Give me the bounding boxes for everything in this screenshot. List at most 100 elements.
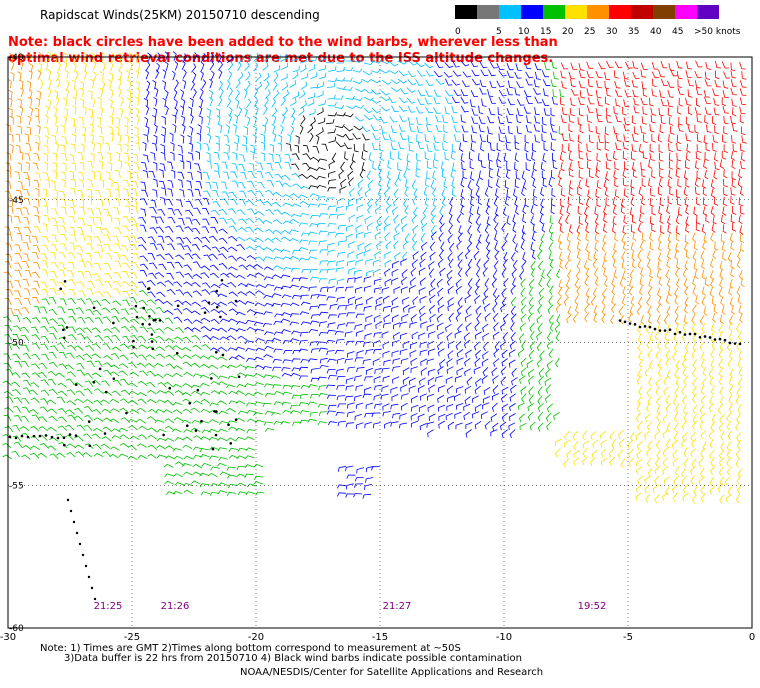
wind-barb [447, 395, 455, 403]
scale-label: 5 [496, 27, 502, 37]
wind-barb [419, 277, 426, 286]
wind-barb [536, 358, 543, 368]
wind-barb [201, 236, 210, 243]
wind-barb [326, 82, 336, 88]
wind-barb [181, 463, 192, 467]
wind-barb [456, 240, 462, 250]
wind-barb [560, 62, 568, 70]
wind-barb [228, 400, 239, 405]
wind-barb [658, 241, 662, 252]
wind-barb [604, 126, 609, 136]
wind-barb [511, 313, 517, 323]
wind-barb [151, 142, 157, 152]
wind-barb [433, 89, 442, 97]
wind-barb [103, 208, 111, 216]
wind-barb [78, 116, 84, 125]
wind-barb [486, 249, 491, 260]
wind-barb [681, 358, 686, 368]
wind-barb [21, 406, 30, 414]
wind-barb [729, 368, 734, 379]
wind-barb [68, 316, 77, 323]
wind-barb [425, 177, 430, 188]
wind-barb [136, 362, 147, 368]
wind-barb [381, 287, 390, 294]
wind-barb [83, 433, 93, 440]
wind-barb [104, 244, 112, 252]
wind-barb [146, 398, 157, 404]
wind-barb [384, 268, 391, 277]
wind-barb [131, 198, 138, 206]
wind-barb [691, 314, 696, 324]
wind-barb [25, 234, 31, 244]
wind-barb [528, 278, 535, 289]
wind-barb [262, 365, 272, 370]
contamination-marker [66, 498, 70, 502]
wind-barb [695, 160, 700, 170]
wind-barb [68, 261, 75, 270]
wind-barb [559, 152, 564, 162]
wind-barb [718, 449, 725, 460]
wind-barb [85, 316, 94, 323]
wind-barb [547, 304, 554, 314]
wind-barb [384, 232, 390, 242]
wind-barb [613, 70, 619, 79]
wind-barb [114, 170, 121, 178]
wind-barb [327, 223, 337, 228]
wind-barb [61, 153, 67, 162]
wind-barb [80, 80, 85, 91]
wind-barb [427, 160, 432, 170]
wind-barb [308, 358, 318, 363]
wind-barb [629, 207, 634, 217]
wind-barb [14, 269, 22, 277]
wind-barb [739, 61, 746, 70]
wind-barb [67, 414, 77, 421]
wind-barb [9, 143, 14, 154]
wind-barb [474, 295, 481, 304]
wind-barb [703, 159, 708, 169]
wind-barb [82, 52, 87, 63]
wind-barb [339, 186, 347, 194]
wind-barb [316, 175, 326, 180]
wind-barb [591, 449, 598, 459]
wind-barb [335, 339, 345, 344]
wind-barb [147, 52, 151, 63]
wind-barb [337, 224, 347, 230]
wind-barb [735, 448, 741, 459]
wind-barb [245, 320, 255, 325]
wind-barb [43, 144, 49, 154]
contamination-marker [638, 325, 642, 329]
wind-barb [402, 367, 410, 376]
wind-barb [636, 449, 642, 459]
wind-barb [563, 458, 569, 468]
wind-barb [623, 99, 630, 108]
wind-barb [240, 171, 247, 180]
wind-barb [89, 123, 94, 134]
wind-barb [52, 106, 57, 116]
wind-barb [612, 215, 617, 226]
wind-barb [138, 344, 149, 350]
wind-barb [111, 316, 120, 323]
wind-barb [220, 198, 229, 206]
wind-barb [647, 250, 651, 261]
wind-barb [533, 124, 541, 132]
wind-barb [422, 206, 428, 217]
wind-barb [247, 171, 255, 178]
wind-barb [77, 316, 86, 324]
wind-barb [577, 205, 582, 216]
wind-barb [376, 241, 383, 250]
wind-barb [569, 180, 574, 190]
wind-barb [137, 236, 147, 244]
wind-barb [268, 153, 274, 162]
wind-barb [496, 159, 502, 168]
wind-barb [409, 350, 417, 358]
wind-barb [672, 492, 678, 502]
wind-barb [336, 278, 345, 285]
wind-barb [327, 322, 336, 329]
wind-barb [702, 240, 706, 251]
wind-barb [35, 187, 40, 197]
wind-barb [228, 454, 239, 459]
wind-barb [228, 356, 239, 360]
wind-barb [531, 268, 535, 278]
wind-barb [74, 415, 84, 421]
wind-barb [75, 245, 84, 252]
